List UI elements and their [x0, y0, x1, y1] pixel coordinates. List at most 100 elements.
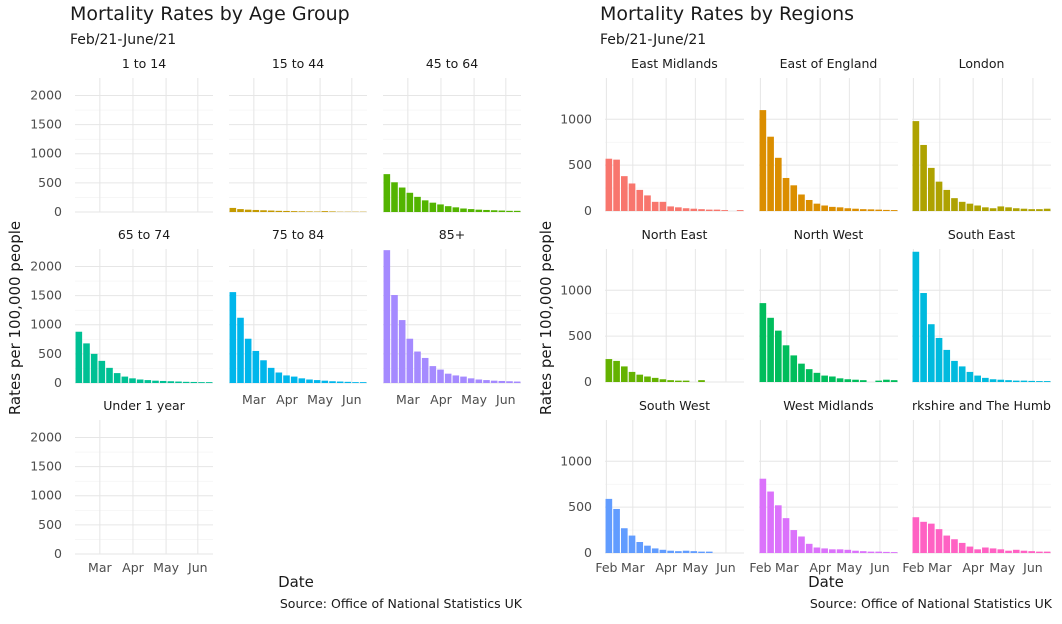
bar: [1028, 380, 1036, 382]
bar: [982, 547, 989, 553]
facet-panel: Under 1 year 0 500 1000 1500 2000 Mar Apr May Jun: [30, 398, 213, 575]
bar: [237, 317, 244, 383]
bar: [252, 209, 260, 212]
bar: [790, 355, 798, 382]
y-tick-label: 1500: [30, 459, 62, 474]
y-tick-label: 1000: [560, 282, 592, 297]
bar: [1012, 549, 1020, 553]
bar: [852, 379, 859, 382]
bar: [290, 376, 298, 383]
bar: [391, 182, 398, 212]
bar: [414, 351, 421, 383]
bar: [982, 207, 989, 211]
bar: [651, 377, 659, 382]
bar: [989, 548, 997, 553]
bar: [736, 210, 744, 211]
bar: [620, 176, 628, 211]
bar: [1036, 209, 1043, 211]
chart-title: Mortality Rates by Age Group: [70, 3, 350, 25]
bar: [244, 209, 252, 212]
facet-label: 1 to 14: [122, 56, 166, 71]
x-tick-label: Apr: [809, 560, 831, 575]
bar: [144, 380, 152, 383]
facet-label: East of England: [780, 56, 878, 71]
bar: [182, 381, 190, 383]
facet-panel: East of England: [759, 56, 898, 212]
caption: Source: Office of National Statistics UK: [810, 596, 1053, 611]
bar: [943, 535, 951, 553]
bar: [805, 369, 813, 382]
y-tick-label: 0: [584, 545, 592, 560]
bar: [927, 167, 935, 211]
bar: [329, 211, 336, 212]
x-tick-label: Apr: [430, 392, 452, 407]
bar: [483, 209, 490, 212]
bar: [705, 551, 713, 553]
facet-label: 45 to 64: [426, 56, 478, 71]
y-tick-label: 0: [584, 374, 592, 389]
bar: [883, 551, 890, 553]
bar: [767, 317, 774, 382]
bar: [698, 380, 705, 382]
bar: [437, 369, 444, 383]
facet-label: West Midlands: [783, 398, 873, 413]
bar: [890, 380, 898, 382]
facet-panel: rkshire and The Humb Feb Mar Apr May Jun: [902, 398, 1051, 575]
bar: [467, 378, 475, 383]
bar: [883, 379, 890, 382]
x-tick-label: Jun: [1022, 560, 1043, 575]
bar: [444, 206, 452, 212]
bar: [774, 505, 782, 553]
bar: [698, 209, 705, 211]
x-tick-label: Apr: [122, 560, 144, 575]
bar: [628, 535, 636, 553]
bar: [951, 539, 958, 553]
bar: [175, 381, 182, 383]
bar: [329, 381, 336, 383]
caption: Source: Office of National Statistics UK: [280, 596, 523, 611]
bar: [997, 379, 1005, 382]
x-tick-label: Mar: [396, 392, 420, 407]
y-tick-label: 500: [568, 157, 592, 172]
bar: [798, 536, 805, 553]
bar: [252, 350, 260, 383]
facet-panel: South East: [912, 227, 1051, 383]
bar: [989, 379, 997, 382]
bar: [1036, 381, 1043, 382]
bar: [429, 202, 437, 212]
x-axis-label: Date: [278, 573, 314, 591]
facet-label: Under 1 year: [103, 398, 185, 413]
bar: [690, 208, 698, 211]
y-tick-label: 0: [584, 203, 592, 218]
facet-panel: 65 to 74 0 500 1000 1500 2000: [30, 227, 213, 390]
x-tick-label: May: [307, 392, 333, 407]
bar: [121, 376, 129, 383]
bar: [290, 211, 298, 212]
bar: [912, 251, 920, 382]
bar: [429, 366, 437, 383]
bar: [636, 189, 644, 211]
bar: [313, 380, 321, 383]
y-tick-label: 1000: [30, 488, 62, 503]
bar: [890, 210, 898, 211]
bar: [283, 375, 290, 383]
bar: [682, 208, 690, 211]
bar: [974, 205, 981, 211]
bar: [260, 360, 267, 383]
bar: [935, 181, 943, 211]
bar: [844, 208, 852, 211]
bar: [883, 209, 890, 211]
bar: [852, 208, 859, 211]
x-axis-label: Date: [808, 573, 844, 591]
facet-label: 85+: [439, 227, 465, 242]
bar: [667, 380, 674, 382]
bar: [113, 373, 121, 383]
bar: [798, 194, 805, 211]
bar: [798, 363, 805, 382]
bar: [958, 201, 966, 211]
bar: [620, 528, 628, 553]
bar: [935, 529, 943, 553]
bar: [605, 359, 613, 382]
bar: [659, 379, 667, 382]
bar: [974, 549, 981, 553]
